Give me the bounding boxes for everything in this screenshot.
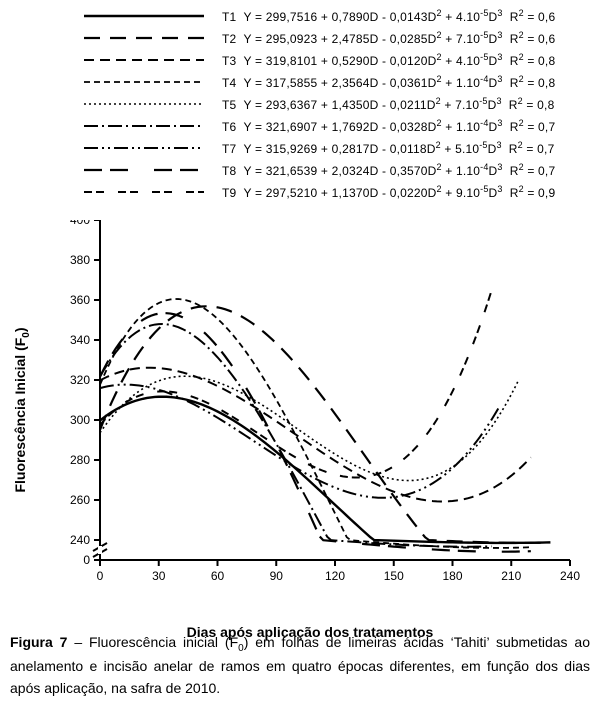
legend-label-t8: T8 Y = 321,6539 + 2,0324D - 0,3570D2 + 1… (222, 162, 555, 178)
legend-row-t1: T1 Y = 299,7516 + 0,7890D - 0,0143D2 + 4… (84, 6, 596, 26)
y-tick-label: 260 (70, 493, 90, 507)
legend-swatch-t8 (84, 164, 204, 176)
legend-row-t8: T8 Y = 321,6539 + 2,0324D - 0,3570D2 + 1… (84, 160, 596, 180)
x-tick-label: 210 (501, 569, 521, 580)
series-t1 (100, 397, 550, 543)
legend-swatch-t9 (84, 186, 204, 198)
legend-swatch-t6 (84, 120, 204, 132)
caption-prefix: Figura 7 (10, 634, 67, 650)
series-t4 (100, 299, 531, 548)
y-tick-label: 280 (70, 453, 90, 467)
chart-area: Fluorescência Inicial (F0) 0240260280300… (40, 220, 580, 600)
x-tick-label: 0 (97, 569, 104, 580)
legend: T1 Y = 299,7516 + 0,7890D - 0,0143D2 + 4… (84, 6, 596, 204)
legend-row-t5: T5 Y = 293,6367 + 1,4350D - 0,0211D2 + 7… (84, 94, 596, 114)
legend-row-t7: T7 Y = 315,9269 + 0,2817D - 0,0118D2 + 5… (84, 138, 596, 158)
legend-label-t6: T6 Y = 321,6907 + 1,7692D - 0,0328D2 + 1… (222, 118, 555, 134)
x-tick-label: 90 (270, 569, 284, 580)
legend-row-t2: T2 Y = 295,0923 + 2,4785D - 0,0285D2 + 7… (84, 28, 596, 48)
x-tick-label: 240 (560, 569, 580, 580)
caption-text: – Fluorescência inicial (F0) em folhas d… (10, 634, 590, 696)
legend-row-t4: T4 Y = 317,5855 + 2,3564D - 0,0361D2 + 1… (84, 72, 596, 92)
y-tick-label: 400 (70, 220, 90, 227)
chart-svg: 0 240 260 280 300 320 340 360 380 400 0 30 60 90 120 15… (40, 220, 580, 580)
x-tick-label: 180 (442, 569, 462, 580)
series-t2 (100, 306, 550, 543)
legend-swatch-t1 (84, 10, 204, 22)
x-tick-label: 30 (152, 569, 166, 580)
y-tick-label: 380 (70, 253, 90, 267)
x-tick-label: 120 (325, 569, 345, 580)
legend-swatch-t5 (84, 98, 204, 110)
y-tick-label: 240 (70, 533, 90, 547)
y-axis-label: Fluorescência Inicial (F0) (12, 327, 32, 492)
legend-label-t5: T5 Y = 293,6367 + 1,4350D - 0,0211D2 + 7… (222, 96, 554, 112)
legend-row-t6: T6 Y = 321,6907 + 1,7692D - 0,0328D2 + 1… (84, 116, 596, 136)
x-tick-label: 60 (211, 569, 225, 580)
figure-caption: Figura 7 – Fluorescência inicial (F0) em… (10, 632, 590, 700)
legend-label-t2: T2 Y = 295,0923 + 2,4785D - 0,0285D2 + 7… (222, 30, 555, 46)
legend-label-t1: T1 Y = 299,7516 + 0,7890D - 0,0143D2 + 4… (222, 8, 555, 24)
legend-row-t3: T3 Y = 319,8101 + 0,5290D - 0,0120D2 + 4… (84, 50, 596, 70)
legend-row-t9: T9 Y = 297,5210 + 1,1370D - 0,0220D2 + 9… (84, 182, 596, 202)
y-tick-label: 360 (70, 293, 90, 307)
legend-swatch-t2 (84, 32, 204, 44)
legend-label-t3: T3 Y = 319,8101 + 0,5290D - 0,0120D2 + 4… (222, 52, 555, 68)
legend-swatch-t3 (84, 54, 204, 66)
legend-swatch-t7 (84, 142, 204, 154)
x-tick-label: 150 (384, 569, 404, 580)
y-tick-label: 300 (70, 413, 90, 427)
legend-label-t4: T4 Y = 317,5855 + 2,3564D - 0,0361D2 + 1… (222, 74, 555, 90)
legend-label-t7: T7 Y = 315,9269 + 0,2817D - 0,0118D2 + 5… (222, 140, 554, 156)
series-t9 (100, 290, 492, 477)
legend-swatch-t4 (84, 76, 204, 88)
y-tick-label: 340 (70, 333, 90, 347)
y-tick-label: 0 (83, 553, 90, 567)
y-tick-label: 320 (70, 373, 90, 387)
legend-label-t9: T9 Y = 297,5210 + 1,1370D - 0,0220D2 + 9… (222, 184, 555, 200)
